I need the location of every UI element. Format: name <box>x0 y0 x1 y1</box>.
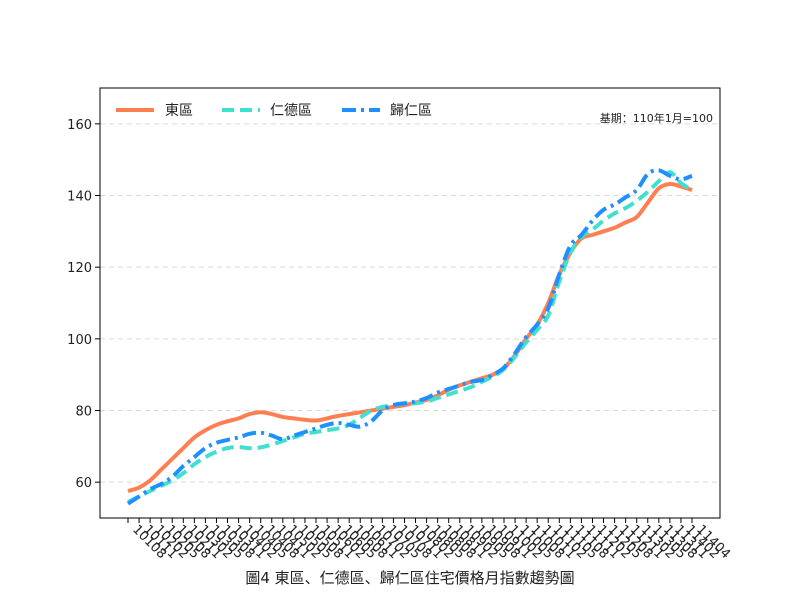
legend-label-rende: 仁德區 <box>270 103 312 119</box>
y-tick-label: 160 <box>67 118 92 133</box>
legend-label-east: 東區 <box>165 103 193 119</box>
chart-caption: 圖4 東區、仁德區、歸仁區住宅價格月指數趨勢圖 <box>245 569 574 587</box>
y-tick-label: 140 <box>67 190 92 205</box>
plot-frame <box>99 87 721 519</box>
grid-lines <box>100 123 720 483</box>
base-period-note: 基期：110年1月=100 <box>600 111 713 125</box>
legend: 東區 仁德區 歸仁區 <box>116 102 432 119</box>
series-lines <box>126 168 694 506</box>
x-axis: 1010810111102021020510208102111030210305… <box>127 518 733 562</box>
y-axis: 60 80 100 120 140 160 <box>67 118 100 491</box>
series-line-2 <box>126 168 693 506</box>
y-tick-label: 60 <box>75 476 92 491</box>
series-line-1 <box>127 170 694 504</box>
series-line-0 <box>127 181 693 494</box>
legend-label-guiren: 歸仁區 <box>390 102 432 119</box>
y-tick-label: 80 <box>75 405 92 420</box>
y-tick-label: 120 <box>67 261 92 276</box>
y-tick-label: 100 <box>67 333 92 348</box>
